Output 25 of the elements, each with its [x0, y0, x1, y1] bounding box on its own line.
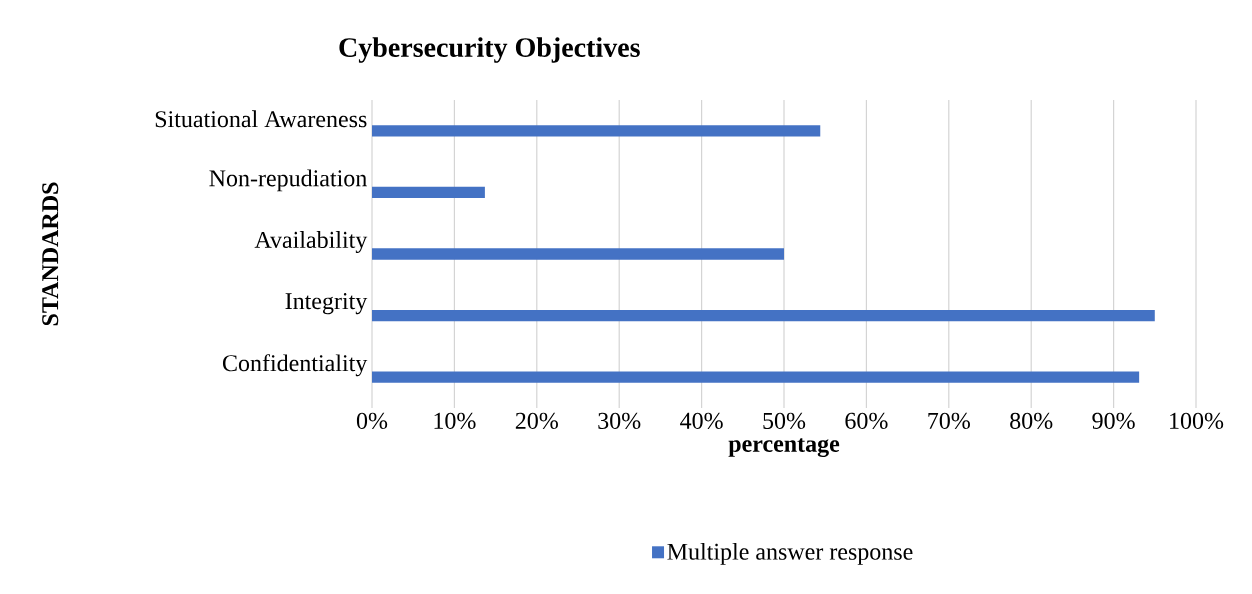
x-tick-label: 0% — [356, 412, 388, 429]
x-tick-label: 100% — [1170, 412, 1224, 429]
x-axis-title: percentage — [728, 438, 840, 457]
y-tick-label: Integrity — [285, 293, 368, 315]
x-tick-label: 20% — [515, 412, 558, 429]
y-tick-label: Non-repudiation — [209, 169, 367, 192]
y-tick-label: Availability — [254, 231, 368, 253]
x-tick-label: 50% — [763, 412, 806, 429]
x-tick-label: 60% — [845, 412, 888, 429]
x-tick-label: 40% — [680, 412, 723, 429]
bar — [372, 248, 785, 260]
x-tick-label: 70% — [928, 412, 970, 429]
bar — [372, 125, 821, 137]
x-tick-label: 80% — [1010, 412, 1053, 429]
chart-title: Cybersecurity Objectives — [339, 37, 640, 63]
x-tick-label: 10% — [434, 412, 476, 429]
bar — [372, 309, 1155, 322]
x-tick-label: 90% — [1092, 412, 1135, 429]
bar — [372, 371, 1140, 383]
x-tick-label: 30% — [598, 412, 641, 429]
y-axis-title: STANDARDS — [42, 182, 59, 326]
legend-label: Multiple answer response — [667, 542, 913, 565]
y-tick-label: Situational Awareness — [155, 110, 367, 128]
bar — [372, 186, 485, 199]
y-tick-label: Confidentiality — [222, 354, 368, 377]
